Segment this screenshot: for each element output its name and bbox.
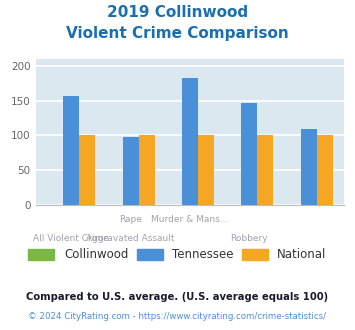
Text: © 2024 CityRating.com - https://www.cityrating.com/crime-statistics/: © 2024 CityRating.com - https://www.city… (28, 312, 327, 321)
Bar (79, 135, 95, 205)
Text: Robbery: Robbery (230, 234, 268, 243)
Bar (317, 135, 333, 205)
Bar (301, 129, 317, 205)
Text: Rape: Rape (119, 214, 142, 223)
Text: All Violent Crime: All Violent Crime (33, 234, 109, 243)
Text: Compared to U.S. average. (U.S. average equals 100): Compared to U.S. average. (U.S. average … (26, 292, 329, 302)
Legend: Collinwood, Tennessee, National: Collinwood, Tennessee, National (24, 244, 331, 266)
Bar (198, 135, 214, 205)
Text: Aggravated Assault: Aggravated Assault (86, 234, 175, 243)
Text: Murder & Mans...: Murder & Mans... (151, 214, 229, 223)
Bar (257, 135, 273, 205)
Bar (182, 78, 198, 205)
Bar (241, 103, 257, 205)
Bar (63, 96, 79, 205)
Bar (122, 137, 138, 205)
Bar (138, 135, 154, 205)
Text: 2019 Collinwood: 2019 Collinwood (107, 5, 248, 20)
Text: Violent Crime Comparison: Violent Crime Comparison (66, 26, 289, 41)
